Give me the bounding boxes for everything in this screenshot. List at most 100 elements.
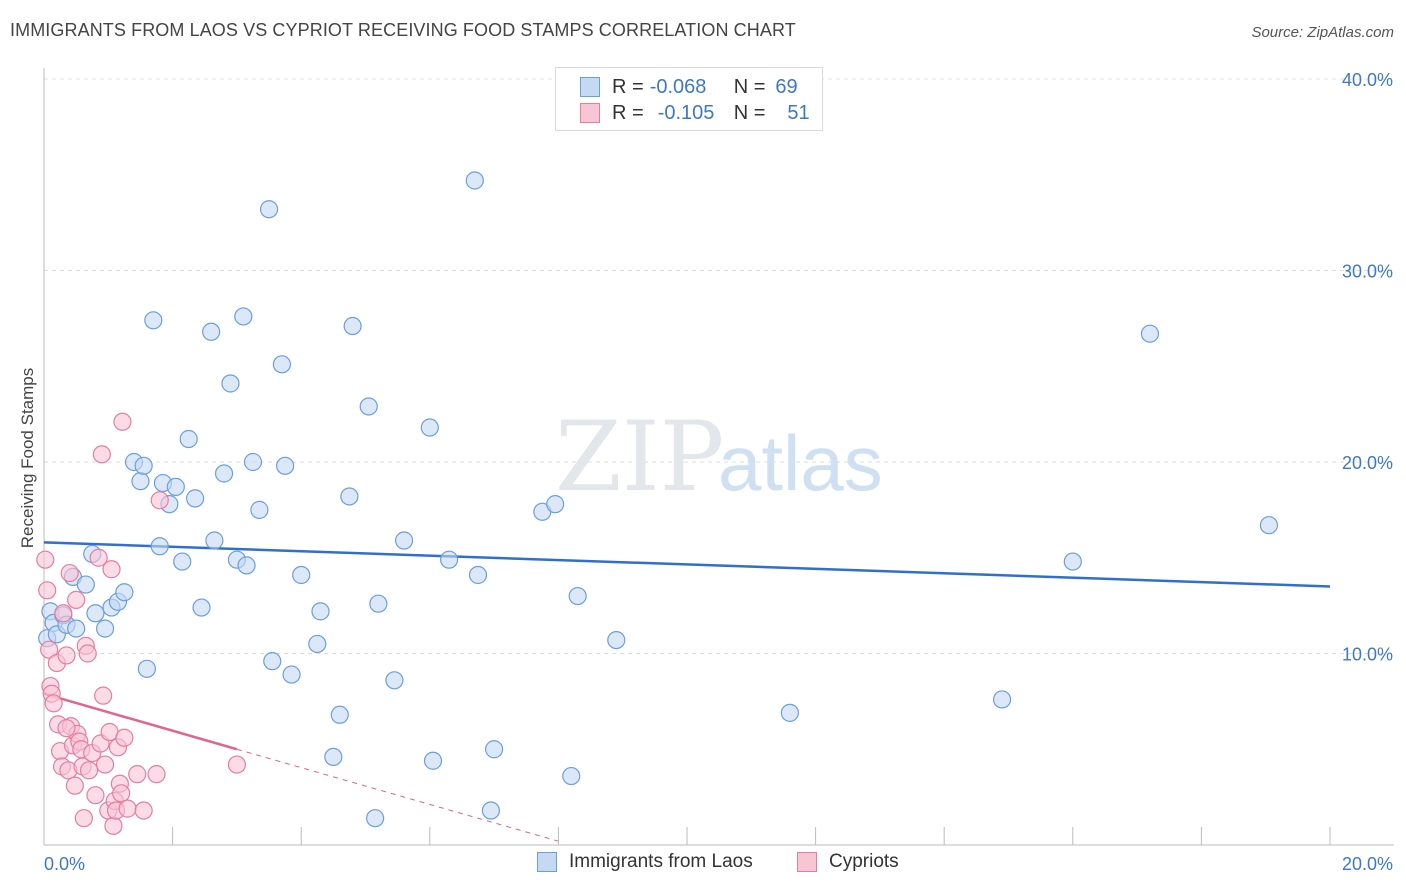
data-point [78, 644, 97, 663]
y-axis-title: Receiving Food Stamps [18, 368, 37, 548]
data-point [65, 776, 84, 795]
trend-line [43, 692, 238, 751]
data-point [205, 531, 224, 550]
data-point [192, 598, 211, 617]
data-point [131, 472, 150, 491]
trend-line [236, 748, 559, 842]
data-point [67, 590, 86, 609]
legend-row-cypriots: R = -0.105 N = 51 [580, 99, 810, 127]
legend-swatch-laos [580, 77, 600, 97]
legend-row-laos: R = -0.068 N = 69 [580, 73, 798, 101]
data-point [385, 671, 404, 690]
axes [43, 68, 1394, 846]
legend-swatch-cypriots [580, 103, 600, 123]
legend-r-label: R = [612, 101, 644, 124]
data-point [95, 755, 115, 774]
x-tick-label: 0.0% [44, 854, 85, 874]
data-point [166, 477, 185, 496]
data-point [221, 374, 240, 393]
data-point [359, 397, 378, 416]
data-point [113, 412, 132, 431]
data-point [128, 765, 147, 784]
legend-item-cypriots[interactable]: Cypriots [797, 851, 899, 873]
data-point [74, 809, 93, 828]
data-point [115, 583, 134, 602]
legend-r-value: -0.105 [657, 101, 715, 124]
data-point [112, 784, 131, 803]
watermark-zip: ZIP [555, 401, 724, 513]
watermark-atlas: atlas [718, 419, 883, 507]
data-point [54, 604, 73, 623]
data-point [118, 799, 137, 818]
data-point [243, 452, 263, 472]
data-point [263, 652, 282, 671]
data-point [60, 563, 79, 583]
data-point [308, 634, 327, 654]
data-point [311, 602, 330, 621]
data-point [137, 659, 156, 678]
data-point [394, 531, 414, 550]
data-point [144, 311, 163, 330]
data-point [44, 694, 63, 713]
data-point [607, 630, 626, 650]
data-point [366, 809, 385, 828]
legend-r-value: -0.068 [649, 75, 707, 98]
data-point [282, 665, 301, 684]
data-point [250, 500, 269, 519]
trend-line [43, 541, 1331, 588]
data-point [272, 355, 292, 374]
source-label: Source: ZipAtlas.com [1251, 24, 1394, 41]
y-tick-label: 20.0% [1342, 453, 1393, 473]
x-tick-label: 20.0% [1342, 854, 1393, 874]
y-tick-label: 30.0% [1342, 262, 1393, 282]
data-point [330, 705, 349, 724]
data-point [1259, 516, 1279, 535]
legend-swatch-laos [537, 852, 557, 872]
data-point [67, 619, 86, 638]
data-point [1140, 324, 1160, 343]
data-point [186, 489, 205, 508]
data-point [465, 171, 484, 190]
data-point [214, 464, 234, 483]
tick-labels: 10.0% 20.0% 30.0% 40.0% 0.0% 20.0% [44, 70, 1393, 874]
legend-r-label: R = [612, 75, 644, 98]
data-point [79, 761, 99, 780]
data-point [89, 548, 108, 567]
data-point [276, 456, 295, 475]
data-point [546, 495, 565, 514]
data-point [179, 429, 198, 449]
data-point [568, 586, 587, 606]
data-point [40, 640, 59, 659]
data-point [369, 594, 388, 613]
data-point [57, 646, 76, 665]
data-point [420, 418, 439, 437]
data-point [468, 565, 488, 585]
data-point [992, 690, 1012, 709]
data-point [38, 581, 57, 600]
data-point [343, 316, 362, 336]
data-point [115, 728, 134, 747]
data-point [57, 719, 76, 738]
legend-n-label: N = [733, 75, 766, 98]
y-tick-label: 40.0% [1342, 70, 1393, 90]
legend-n-value: 51 [787, 101, 810, 124]
data-point [86, 786, 105, 805]
legend-swatch-cypriots [797, 852, 817, 872]
data-point [423, 751, 443, 770]
legend-label-laos: Immigrants from Laos [569, 851, 753, 872]
data-point [562, 766, 581, 786]
data-point [134, 456, 153, 475]
legend-label-cypriots: Cypriots [829, 851, 899, 872]
data-point [227, 755, 246, 774]
data-point [485, 740, 504, 759]
data-point [259, 200, 279, 219]
legend-item-laos[interactable]: Immigrants from Laos [537, 851, 753, 873]
data-point [173, 552, 192, 571]
data-point [780, 703, 799, 722]
data-point [94, 686, 113, 705]
legend-n-value: 69 [775, 75, 798, 98]
data-point [1063, 552, 1082, 571]
data-points [36, 171, 1279, 835]
legend-n-label: N = [733, 101, 766, 124]
